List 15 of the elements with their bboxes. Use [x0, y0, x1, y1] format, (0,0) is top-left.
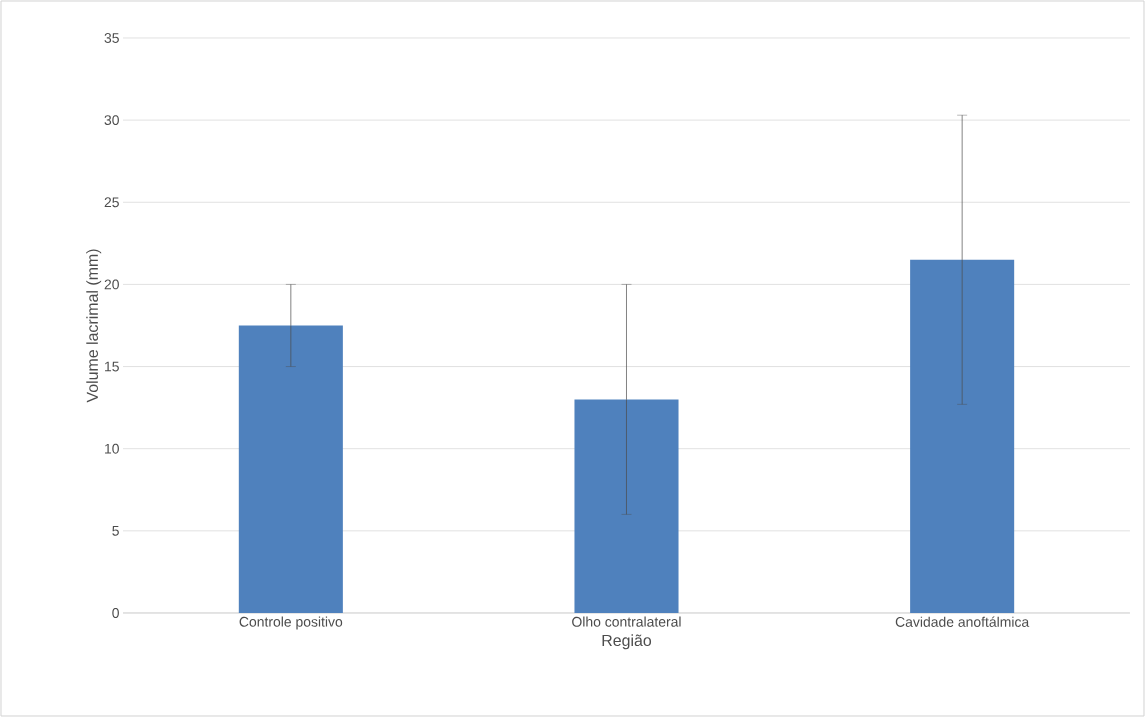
y-tick-label: 15 [105, 361, 119, 372]
bar [238, 325, 343, 613]
x-tick-label: Controle positivo [239, 616, 343, 630]
y-tick-label: 0 [112, 608, 119, 618]
bar [910, 259, 1015, 613]
y-tick-label: 10 [105, 443, 119, 454]
y-tick-label: 30 [104, 115, 119, 126]
y-tick-label: 5 [112, 525, 119, 536]
x-tick-label: Cavidade anoftálmica [895, 616, 1030, 627]
y-tick-label: 20 [104, 279, 119, 290]
x-tick-label: Olho contralateral [572, 616, 681, 627]
y-tick-label: 35 [104, 33, 119, 43]
y-tick-label: 25 [104, 197, 119, 208]
y-axis-title: Volume lacrimal (mm) [86, 249, 102, 403]
x-axis-title: Região [602, 634, 652, 650]
